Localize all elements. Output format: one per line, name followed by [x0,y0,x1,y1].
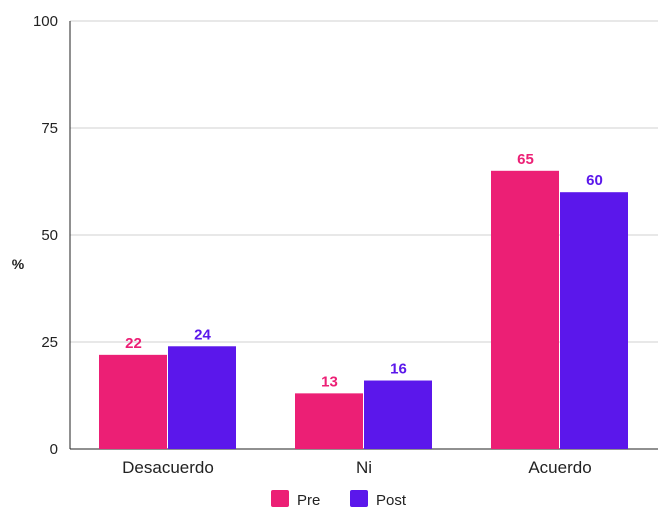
bars [99,170,628,450]
legend-swatch [271,490,289,507]
bar-post-acuerdo [560,192,628,449]
y-tick-label: 50 [41,227,58,244]
legend-item-post[interactable]: Post [350,490,407,509]
x-category-label: Desacuerdo [122,458,214,477]
y-tick-label: 25 [41,334,58,351]
bar-pre-acuerdo [491,170,559,450]
y-tick-label: 100 [33,13,58,30]
legend-label: Pre [297,492,320,509]
y-axis-title: % [12,256,25,272]
y-tick-label: 75 [41,120,58,137]
data-label: 24 [194,326,211,343]
bar-post-ni [364,380,432,449]
bar-pre-desacuerdo [99,354,167,449]
x-category-label: Acuerdo [528,458,591,477]
legend-label: Post [376,492,407,509]
legend-item-pre[interactable]: Pre [271,490,320,509]
data-label: 65 [517,151,534,168]
x-category-label: Ni [356,458,372,477]
y-tick-label: 0 [50,441,58,458]
data-label: 16 [390,361,407,378]
data-labels: 22 24 13 16 65 60 [125,151,603,391]
bar-pre-ni [295,393,363,449]
legend-swatch [350,490,368,507]
legend: Pre Post [271,490,407,509]
data-label: 60 [586,172,603,189]
bar-post-desacuerdo [168,346,236,449]
data-label: 22 [125,335,142,352]
data-label: 13 [321,373,338,390]
